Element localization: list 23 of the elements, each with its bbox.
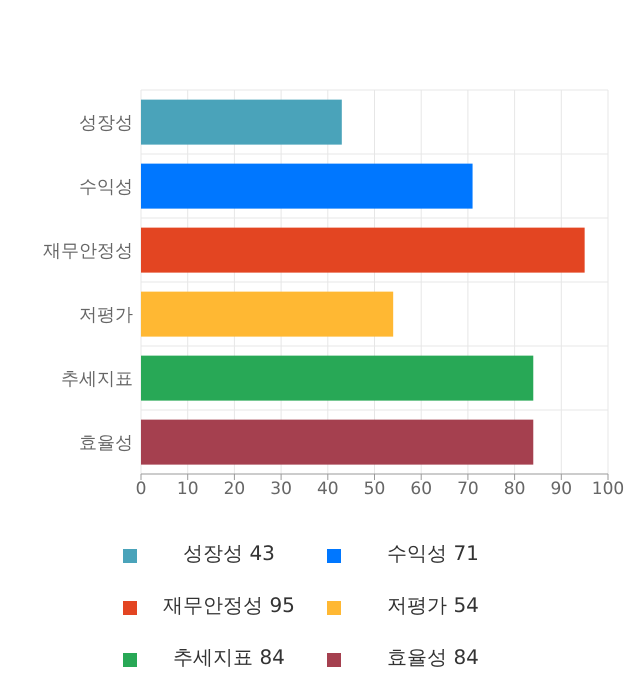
x-tick-label: 70: [457, 479, 479, 500]
legend-label: 저평가 54: [386, 592, 480, 619]
x-tick-label: 40: [316, 479, 339, 500]
y-tick-label: 성장성: [79, 112, 133, 134]
y-tick-label: 효율성: [79, 432, 133, 454]
legend-label: 수익성 71: [386, 540, 480, 567]
x-tick-label: 50: [364, 479, 386, 500]
x-tick-label: 60: [410, 479, 432, 500]
x-tick-label: 0: [136, 479, 146, 500]
x-tick-label: 90: [550, 479, 572, 500]
x-tick-label: 80: [504, 479, 526, 500]
x-tick-label: 20: [224, 479, 246, 500]
y-tick-label: 저평가: [79, 304, 133, 326]
legend-label: 성장성 43: [182, 540, 276, 567]
legend-label: 추세지표 84: [172, 644, 286, 671]
legend-label: 효율성 84: [386, 644, 480, 671]
y-tick-label: 수익성: [79, 176, 133, 198]
x-tick-label: 30: [270, 479, 292, 500]
y-tick-label: 재무안정성: [43, 240, 133, 262]
x-tick-label: 100: [592, 479, 624, 500]
legend-label: 재무안정성 95: [162, 592, 296, 619]
y-tick-label: 추세지표: [61, 368, 133, 390]
x-tick-label: 10: [176, 479, 199, 500]
